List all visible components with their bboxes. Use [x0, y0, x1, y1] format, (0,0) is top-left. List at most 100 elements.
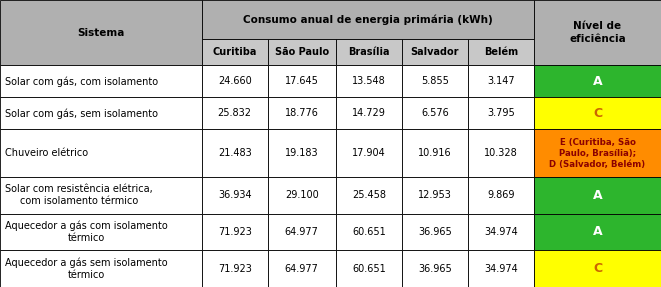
Text: 25.832: 25.832	[217, 108, 252, 118]
Text: 3.795: 3.795	[487, 108, 515, 118]
Text: 24.660: 24.660	[217, 76, 252, 86]
Bar	[336, 65, 402, 97]
Text: 36.965: 36.965	[418, 227, 452, 237]
Bar	[202, 65, 268, 97]
Text: A: A	[593, 226, 602, 238]
Bar	[336, 129, 402, 177]
Bar	[534, 177, 661, 214]
Bar	[202, 250, 268, 287]
Bar	[402, 177, 468, 214]
Bar	[402, 65, 468, 97]
Bar	[402, 214, 468, 250]
Bar	[268, 177, 336, 214]
Bar	[402, 250, 468, 287]
Text: Consumo anual de energia primária (kWh): Consumo anual de energia primária (kWh)	[243, 14, 492, 25]
Text: 60.651: 60.651	[352, 264, 386, 274]
Text: 18.776: 18.776	[285, 108, 319, 118]
Bar	[534, 250, 661, 287]
Text: 34.974: 34.974	[484, 264, 518, 274]
Text: Aquecedor a gás com isolamento
térmico: Aquecedor a gás com isolamento térmico	[5, 220, 168, 243]
Bar	[336, 214, 402, 250]
Text: 60.651: 60.651	[352, 227, 386, 237]
Text: A: A	[593, 75, 602, 88]
Bar	[468, 177, 534, 214]
Text: E (Curitiba, São
Paulo, Brasília);
D (Salvador, Belém): E (Curitiba, São Paulo, Brasília); D (Sa…	[549, 137, 646, 169]
Bar	[0, 129, 202, 177]
Text: 29.100: 29.100	[285, 190, 319, 200]
Text: 10.916: 10.916	[418, 148, 451, 158]
Text: 5.855: 5.855	[421, 76, 449, 86]
Text: Brasília: Brasília	[348, 47, 389, 57]
Text: 17.904: 17.904	[352, 148, 386, 158]
Bar	[202, 39, 268, 65]
Text: 64.977: 64.977	[285, 264, 319, 274]
Bar	[268, 65, 336, 97]
Bar	[402, 97, 468, 129]
Text: 9.869: 9.869	[487, 190, 515, 200]
Text: 17.645: 17.645	[285, 76, 319, 86]
Bar	[0, 250, 202, 287]
Text: Curitiba: Curitiba	[212, 47, 257, 57]
Text: Solar com resistência elétrica,
com isolamento térmico: Solar com resistência elétrica, com isol…	[5, 184, 153, 206]
Text: 71.923: 71.923	[217, 264, 252, 274]
Bar	[268, 129, 336, 177]
Bar	[0, 65, 202, 97]
Bar	[468, 129, 534, 177]
Text: Belém: Belém	[484, 47, 518, 57]
Bar	[402, 39, 468, 65]
Bar	[336, 39, 402, 65]
Text: 36.965: 36.965	[418, 264, 452, 274]
Text: Aquecedor a gás sem isolamento
térmico: Aquecedor a gás sem isolamento térmico	[5, 257, 168, 280]
Bar	[402, 129, 468, 177]
Text: Solar com gás, sem isolamento: Solar com gás, sem isolamento	[5, 108, 158, 119]
Text: 21.483: 21.483	[217, 148, 252, 158]
Bar	[268, 39, 336, 65]
Bar	[268, 214, 336, 250]
Bar	[336, 177, 402, 214]
Text: Solar com gás, com isolamento: Solar com gás, com isolamento	[5, 76, 159, 86]
Bar	[0, 177, 202, 214]
Text: A: A	[593, 189, 602, 202]
Bar	[468, 214, 534, 250]
Bar	[534, 65, 661, 97]
Text: 34.974: 34.974	[484, 227, 518, 237]
Bar	[534, 129, 661, 177]
Bar	[202, 97, 268, 129]
Bar	[0, 214, 202, 250]
Bar	[0, 97, 202, 129]
Bar	[202, 0, 534, 39]
Bar	[534, 97, 661, 129]
Text: 71.923: 71.923	[217, 227, 252, 237]
Text: Nível de
eficiência: Nível de eficiência	[569, 22, 626, 44]
Text: Salvador: Salvador	[410, 47, 459, 57]
Bar	[468, 97, 534, 129]
Text: 25.458: 25.458	[352, 190, 386, 200]
Text: Chuveiro elétrico: Chuveiro elétrico	[5, 148, 89, 158]
Bar	[202, 214, 268, 250]
Bar	[268, 97, 336, 129]
Bar	[0, 0, 202, 65]
Bar	[268, 250, 336, 287]
Bar	[534, 214, 661, 250]
Bar	[336, 97, 402, 129]
Bar	[534, 0, 661, 65]
Bar	[202, 129, 268, 177]
Text: 36.934: 36.934	[218, 190, 251, 200]
Bar	[336, 250, 402, 287]
Text: 10.328: 10.328	[484, 148, 518, 158]
Text: São Paulo: São Paulo	[275, 47, 329, 57]
Text: 19.183: 19.183	[285, 148, 319, 158]
Text: Sistema: Sistema	[77, 28, 124, 38]
Text: 12.953: 12.953	[418, 190, 452, 200]
Bar	[468, 65, 534, 97]
Bar	[202, 177, 268, 214]
Text: C: C	[593, 262, 602, 275]
Text: 6.576: 6.576	[421, 108, 449, 118]
Text: C: C	[593, 107, 602, 120]
Text: 14.729: 14.729	[352, 108, 386, 118]
Bar	[468, 39, 534, 65]
Bar	[468, 250, 534, 287]
Text: 13.548: 13.548	[352, 76, 386, 86]
Text: 64.977: 64.977	[285, 227, 319, 237]
Text: 3.147: 3.147	[487, 76, 515, 86]
